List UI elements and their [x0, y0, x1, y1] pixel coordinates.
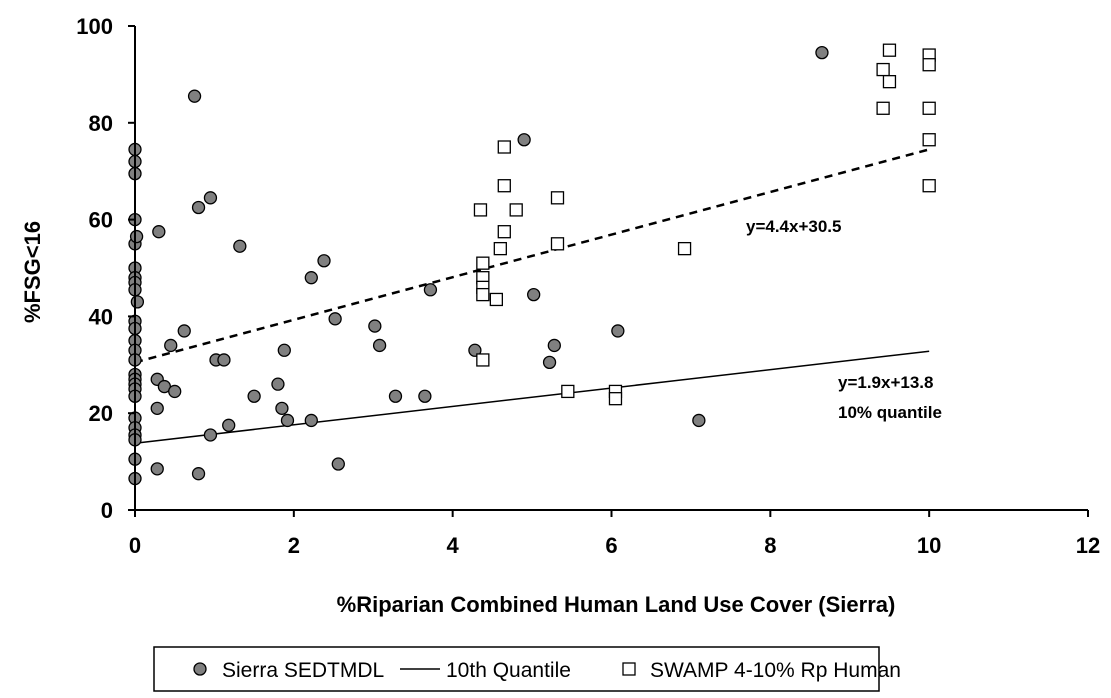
legend-marker-square [622, 662, 636, 676]
swamp-point [497, 179, 511, 193]
legend: Sierra SEDTMDL 10th Quantile SWAMP 4-10%… [153, 646, 901, 692]
sierra-point [275, 401, 289, 416]
dashed-fit-line [134, 148, 930, 364]
sierra-point [372, 338, 387, 353]
plot-area: 0 2 4 6 8 10 12 0 20 40 60 80 100 [76, 14, 1100, 558]
swamp-point [922, 133, 936, 147]
sierra-point [168, 384, 182, 399]
sierra-point [328, 312, 342, 326]
swamp-point [882, 43, 897, 57]
sierra-point [317, 254, 331, 268]
sierra-point [129, 229, 144, 244]
sierra-point [517, 133, 531, 147]
sierra-point [527, 287, 541, 302]
sierra-point [815, 45, 829, 60]
swamp-point [497, 225, 511, 239]
sierra-point [164, 338, 178, 353]
annotation-quantile-label: 10% quantile [838, 403, 942, 422]
sierra-point [177, 324, 191, 338]
sierra-point [233, 239, 247, 253]
legend-label-swamp: SWAMP 4-10% Rp Human [650, 659, 901, 682]
sierra-point [152, 225, 166, 239]
y-tick-label: 40 [89, 304, 113, 329]
sierra-point [280, 413, 295, 428]
swamp-point [922, 179, 936, 193]
y-tick-label: 60 [89, 208, 113, 233]
sierra-point [542, 355, 557, 370]
y-axis-title: %FSG<16 [20, 221, 45, 323]
sierra-point [271, 377, 285, 391]
swamp-point [876, 101, 890, 115]
swamp-point [922, 101, 936, 115]
annotation-lower-equation: y=1.9x+13.8 [838, 373, 933, 392]
swamp-point [476, 256, 490, 270]
x-tick-label: 12 [1076, 533, 1100, 558]
swamp-point [922, 58, 936, 72]
sierra-point [304, 271, 318, 285]
swamp-point [493, 241, 507, 256]
sierra-point [611, 324, 625, 338]
annotation-upper-equation: y=4.4x+30.5 [746, 217, 841, 236]
sierra-point [150, 462, 164, 476]
sierra-point [191, 200, 206, 215]
sierra-point [692, 413, 706, 428]
sierra-point [203, 191, 218, 205]
sierra-point [191, 467, 206, 481]
sierra-point [187, 89, 202, 103]
quantile-fit-line [134, 350, 930, 444]
swamp-point [476, 287, 490, 302]
y-tick-label: 80 [89, 111, 113, 136]
x-tick-label: 0 [129, 533, 141, 558]
y-tick-label: 100 [76, 14, 113, 39]
x-tick-label: 2 [288, 533, 300, 558]
swamp-point [550, 191, 565, 205]
swamp-point [677, 241, 692, 256]
x-tick-label: 4 [447, 533, 460, 558]
sierra-point [247, 389, 261, 403]
swamp-point [476, 353, 490, 367]
legend-label-quantile: 10th Quantile [446, 659, 571, 682]
sierra-point [468, 343, 482, 357]
x-axis-ticks: 0 2 4 6 8 10 12 [129, 510, 1100, 558]
swamp-point [882, 75, 897, 89]
sierra-point [418, 389, 432, 403]
swamp-point [473, 203, 488, 217]
fit-lines [134, 148, 930, 444]
sierra-point [388, 389, 403, 403]
swamp-point [608, 392, 623, 406]
legend-marker-circle [193, 662, 207, 676]
x-tick-label: 6 [605, 533, 617, 558]
sierra-point [203, 428, 218, 442]
sierra-point [368, 319, 382, 333]
sierra-point [150, 401, 164, 416]
y-tick-label: 0 [101, 498, 113, 523]
y-axis-ticks: 0 20 40 60 80 100 [76, 14, 135, 523]
sierra-point [222, 418, 236, 432]
swamp-point [550, 237, 565, 251]
swamp-point [876, 62, 890, 77]
x-tick-label: 8 [764, 533, 776, 558]
swamp-point [561, 384, 575, 399]
sierra-point [277, 343, 291, 357]
data-points [128, 43, 936, 486]
y-tick-label: 20 [89, 401, 113, 426]
sierra-point [547, 338, 561, 353]
sierra-point [423, 283, 438, 297]
sierra-point [304, 413, 318, 428]
sierra-point [331, 457, 345, 471]
swamp-point [489, 292, 503, 307]
x-tick-label: 10 [917, 533, 941, 558]
legend-label-sierra: Sierra SEDTMDL [222, 659, 384, 682]
sierra-point [130, 295, 145, 309]
legend-box [153, 646, 880, 692]
x-axis-title: %Riparian Combined Human Land Use Cover … [337, 592, 896, 617]
swamp-point [509, 203, 523, 217]
swamp-point [497, 140, 511, 154]
sierra-point [217, 353, 231, 367]
